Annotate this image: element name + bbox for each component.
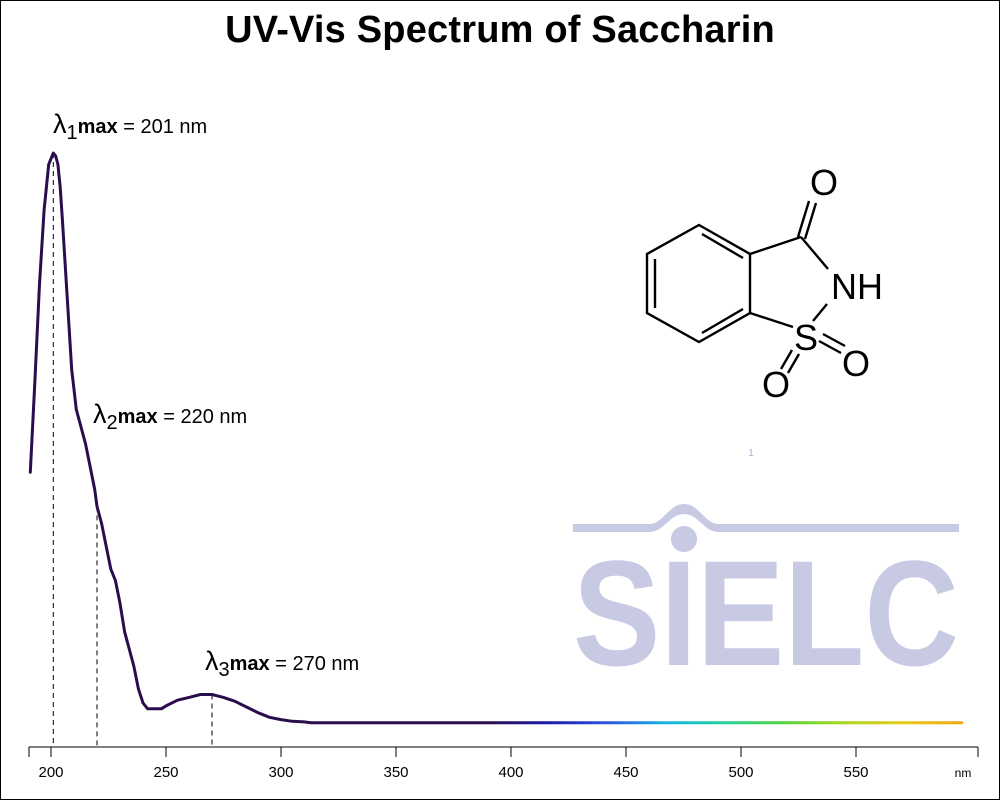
- peak-value: = 270 nm: [269, 653, 360, 675]
- carbonyl-double-bond: [796, 200, 811, 238]
- s-o-double-bond: [818, 339, 842, 355]
- ring-double-bond: [701, 232, 744, 260]
- max-keyword: max: [77, 116, 118, 138]
- x-tick-label: 250: [153, 764, 178, 781]
- max-keyword: max: [229, 653, 270, 675]
- lambda-index: 3: [218, 659, 230, 681]
- x-tick-label: 350: [383, 764, 408, 781]
- structure-atoms: O NH S O O: [762, 162, 883, 405]
- watermark-text: SIELC: [573, 529, 959, 697]
- chart-title: UV-Vis Spectrum of Saccharin: [225, 9, 775, 51]
- peak-guide-lines: [52, 153, 213, 747]
- s-o-double-bond: [822, 332, 846, 348]
- max-keyword: max: [117, 406, 158, 428]
- bond-n-s: [812, 303, 828, 322]
- watermark-dot: [671, 526, 697, 552]
- peak-label-3: λ3max = 270 nm: [205, 646, 359, 682]
- watermark-swoosh: [573, 504, 959, 532]
- lambda-symbol: λ: [93, 399, 107, 429]
- spectrum-line: [28, 151, 964, 725]
- peak-value: = 220 nm: [157, 406, 248, 428]
- x-axis-ticks: 200 250 300 350 400 450 500 550: [38, 747, 869, 781]
- atom-o-carbonyl: O: [810, 162, 838, 203]
- bond-c-n: [800, 236, 829, 270]
- ring-double-bond: [701, 307, 744, 335]
- bond-c-s: [749, 311, 794, 329]
- peak-value: = 201 nm: [117, 116, 208, 138]
- s-o-double-bond: [779, 349, 794, 370]
- lambda-index: 2: [106, 412, 118, 434]
- atom-o-left: O: [762, 364, 790, 405]
- atom-s: S: [794, 317, 818, 358]
- x-tick-label: 550: [843, 764, 868, 781]
- s-o-double-bond: [786, 353, 801, 374]
- carbonyl-double-bond: [803, 202, 818, 240]
- x-axis-unit-label: nm: [955, 766, 972, 780]
- structure-tag: 1: [748, 448, 754, 459]
- sielc-watermark: SIELC: [573, 504, 959, 697]
- x-tick-label: 400: [498, 764, 523, 781]
- lambda-symbol: λ: [205, 646, 219, 676]
- peak-label-2: λ2max = 220 nm: [93, 399, 247, 435]
- lambda-index: 1: [66, 122, 78, 144]
- lambda-symbol: λ: [53, 109, 67, 139]
- x-tick-label: 200: [38, 764, 63, 781]
- x-tick-label: 300: [268, 764, 293, 781]
- atom-o-right: O: [842, 343, 870, 384]
- benzene-ring: [645, 223, 752, 344]
- atom-nh: NH: [831, 266, 883, 307]
- x-tick-label: 450: [613, 764, 638, 781]
- x-tick-label: 500: [728, 764, 753, 781]
- bond-c-carbonyl: [749, 235, 802, 256]
- saccharin-structure: [645, 200, 846, 374]
- peak-label-1: λ1max = 201 nm: [53, 109, 207, 145]
